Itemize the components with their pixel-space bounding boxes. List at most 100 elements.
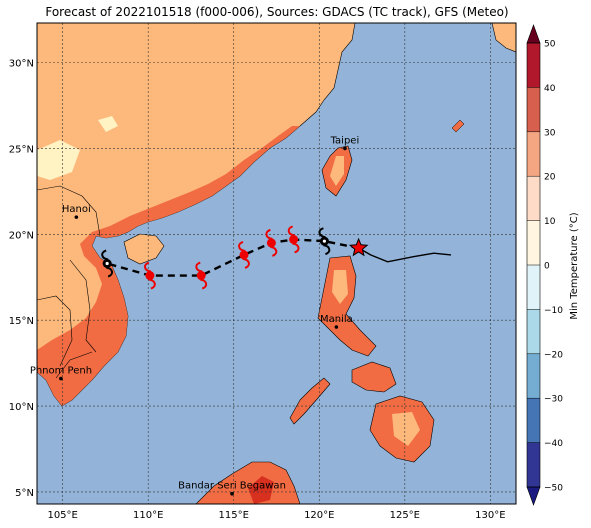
storm-arm-lower [105, 266, 114, 278]
city-label: Taipei [330, 135, 360, 146]
coastal-warm-zone [37, 126, 300, 406]
city-markers: Taipei Hanoi Manila Phnom Penh Bandar Seri B… [30, 135, 360, 496]
colorbar-tick-label: 30 [544, 128, 556, 138]
latitude-tick-label: 15°N [9, 316, 34, 327]
colorbar-tick-label: −30 [544, 395, 563, 405]
latitude-tick-label: 30°N [9, 59, 34, 70]
borneo-highlands [248, 476, 274, 504]
mindanao-highlands [392, 412, 420, 446]
tropical-storm-icon [287, 225, 300, 254]
land-masses [37, 23, 516, 504]
city-dot [230, 491, 234, 496]
storm-arm-lower [270, 245, 278, 257]
interior-cool-patch [98, 116, 118, 132]
palawan-island [289, 377, 331, 425]
colorbar-tick-label: 20 [544, 173, 556, 183]
latitude-tick-label: 25°N [9, 144, 34, 155]
storm-center-dot [289, 234, 299, 244]
storm-arm-lower [242, 257, 250, 269]
storm-arm-upper [195, 261, 203, 273]
storm-eye [105, 261, 109, 266]
city-label: Manila [320, 314, 353, 325]
colorbar-tick-label: −40 [544, 439, 563, 449]
colorbar-tick-label: 10 [544, 217, 556, 227]
colorbar-segment [527, 309, 540, 355]
luzon-island [317, 255, 377, 357]
map-border [36, 22, 517, 505]
longitude-tick-label: 120°E [304, 510, 334, 521]
colorbar-tick-label: −20 [544, 350, 563, 360]
tropical-storm-icon [318, 227, 331, 256]
taiwan-mountains [330, 156, 344, 186]
colorbar-tick-label: −10 [544, 306, 563, 316]
storm-arm-upper [265, 228, 273, 240]
longitude-tick-label: 125°E [390, 510, 420, 521]
country-borders [37, 185, 101, 379]
city-dot [334, 325, 339, 329]
storm-arm-lower [148, 278, 156, 290]
city-label: Bandar Seri Begawan [178, 481, 286, 492]
storm-arm-upper [287, 225, 295, 237]
storm-arm-upper [144, 261, 152, 273]
city-dot [59, 376, 63, 381]
storm-arm-lower [200, 278, 208, 290]
colorbar-segment [527, 176, 540, 221]
map-panel: Taipei Hanoi Manila Phnom Penh Bandar Seri B… [30, 22, 517, 505]
colorbar-segment [527, 43, 540, 88]
storm-arm-upper [318, 227, 326, 239]
luzon-highlands [332, 270, 348, 304]
interior-cool-patch [37, 140, 80, 180]
colorbar-label: Min Temperature (°C) [569, 212, 580, 319]
tropical-storm-icon [144, 261, 156, 290]
colorbar: 50 40 30 20 10 0 −10 −20 −30 −40 −50 [526, 24, 563, 506]
colorbar-extend-bottom [526, 486, 541, 506]
storm-arm-upper [238, 240, 246, 252]
storm-eye [322, 239, 326, 243]
visayas-islands [351, 361, 397, 393]
longitude-tick-label: 110°E [133, 510, 163, 521]
past-track-line [358, 247, 452, 263]
longitude-tick-label: 130°E [475, 510, 505, 521]
borneo-island [195, 461, 301, 504]
tropical-storm-icon [265, 228, 278, 257]
longitude-tick-label: 105°E [47, 510, 77, 521]
storm-center-dot [196, 271, 206, 281]
tropical-storm-icon [238, 240, 250, 269]
city-label: Hanoi [62, 204, 91, 215]
colorbar-extend-top [526, 24, 541, 44]
figure-title: Forecast of 2022101518 (f000-006), Sourc… [45, 5, 508, 19]
colorbar-tick-label: −50 [544, 484, 563, 494]
colorbar-tick-label: 40 [544, 84, 556, 94]
city-dot [74, 215, 79, 219]
current-position-star-icon [348, 237, 369, 257]
longitude-tick-label: 115°E [219, 510, 249, 521]
tropical-storm-icon [101, 249, 114, 278]
storm-arm-lower [292, 242, 300, 254]
latitude-tick-label: 20°N [9, 230, 34, 241]
storm-center-dot [266, 238, 276, 248]
graticule [37, 23, 516, 504]
colorbar-segment [527, 398, 540, 443]
colorbar-tick-label: 0 [544, 262, 550, 272]
forecast-track-line [106, 238, 359, 277]
colorbar-segment [527, 265, 540, 310]
tropical-storm-icon [195, 261, 208, 290]
colorbar-segment [527, 353, 540, 399]
ryukyu-islands [451, 119, 465, 133]
city-dot [343, 146, 347, 151]
latitude-tick-label: 5°N [15, 488, 34, 499]
latitude-tick-label: 10°N [9, 402, 34, 413]
colorbar-segment [527, 131, 540, 177]
colorbar-segment [527, 220, 540, 266]
storm-arm-upper [101, 249, 109, 261]
cyclone-track [101, 225, 452, 290]
storm-arm-lower [323, 244, 331, 256]
colorbar-segment [527, 442, 540, 488]
colorbar-tick-label: 50 [544, 40, 556, 50]
storm-center-dot [239, 250, 249, 260]
japan-fragment [491, 23, 516, 53]
storm-center-dot [145, 271, 155, 281]
colorbar-segment [527, 87, 540, 133]
axis-tick-labels: 105°E 110°E 115°E 120°E 125°E 130°E 5°N 10°N 15°… [9, 59, 506, 521]
